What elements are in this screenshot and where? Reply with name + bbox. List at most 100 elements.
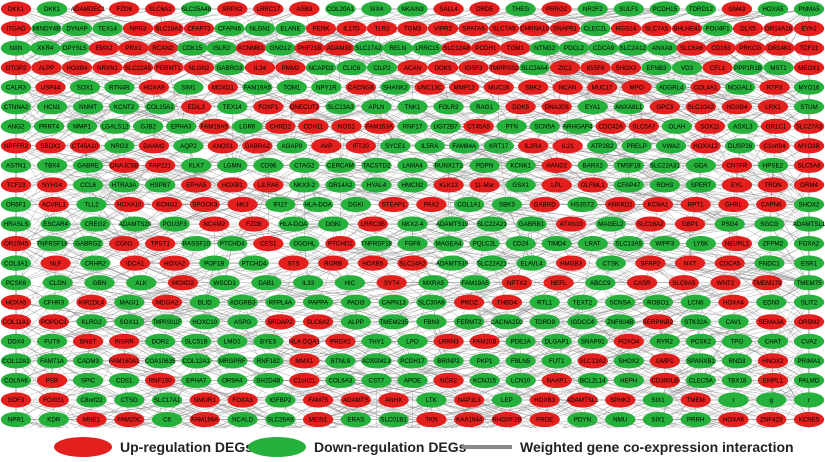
gene-node-down: THY1 (361, 333, 392, 349)
gene-node-down: MINDY4B (31, 20, 62, 37)
gene-node-down: PRRH (680, 411, 711, 428)
gene-node-label: NAAP1 (547, 378, 568, 385)
gene-node-ellipse (114, 411, 145, 428)
gene-node-ellipse (99, 118, 131, 134)
gene-node-label: USP44 (41, 84, 61, 91)
gene-node-label: GABRE (77, 163, 99, 170)
gene-node-label: KCNMB1 (238, 45, 264, 52)
gene-node-down: GNG12 (265, 40, 296, 56)
gene-node-label: THEG (512, 6, 529, 13)
gene-node-label: CASR (633, 280, 651, 287)
gene-node-up: HOXA10 (114, 196, 145, 213)
gene-node-down: UGT2B7 (430, 118, 461, 134)
gene-node-down: ERAS (340, 411, 372, 428)
gene-node-ellipse (366, 20, 398, 37)
gene-node-ellipse (0, 157, 32, 173)
gene-node-label: TLR2 (374, 26, 390, 33)
gene-node-label: NR2F2 (583, 6, 603, 13)
gene-node-label: STUM (800, 104, 818, 111)
gene-node-ellipse (641, 60, 672, 76)
gene-node-down: SOX11 (114, 314, 145, 330)
gene-node-label: EPHA3 (171, 123, 192, 130)
gene-node-up: C1orf94 (759, 138, 790, 154)
gene-node-label: COL12A1 (2, 358, 30, 365)
gene-node-ellipse (183, 60, 215, 76)
gene-node-ellipse (756, 314, 787, 330)
gene-node-down: NCAPD2 (305, 60, 337, 76)
gene-node-label: RTL1 (537, 299, 553, 306)
gene-node-down: FGF6 (397, 236, 428, 252)
gene-node-ellipse (685, 177, 717, 193)
gene-node-ellipse (595, 216, 626, 232)
gene-node-label: WNT2 (717, 280, 735, 287)
gene-node-label: HSPB7 (150, 182, 171, 189)
gene-node-up: KIR2DL4 (76, 294, 107, 310)
gene-node-ellipse (577, 99, 608, 115)
gene-node-up: CHRNA10 (519, 20, 550, 37)
gene-node-label: AC092042.3 (362, 358, 391, 365)
gene-node-label: SLC13A5 (616, 241, 643, 248)
gene-node-label: KLK7 (189, 163, 205, 170)
gene-node-up: BNBT (72, 333, 104, 349)
gene-node-down: DUSP26 (724, 138, 756, 154)
gene-node-label: SIM1 (181, 84, 196, 91)
gene-node-label: MAGEA4 (436, 241, 462, 248)
gene-node-up: SOX11 (694, 118, 726, 134)
gene-node-ellipse (276, 79, 308, 95)
gene-node-ellipse (642, 314, 674, 330)
gene-node-label: NPY1R (316, 84, 337, 91)
gene-node-ellipse (710, 275, 741, 291)
gene-node-up: FZD8 (238, 216, 270, 232)
gene-node-up: SLC6A2 (302, 314, 334, 330)
gene-node-label: PCSK6 (6, 280, 27, 287)
gene-node-ellipse (265, 40, 296, 56)
gene-node-up: DAAM2 (138, 138, 170, 154)
gene-node-label: CAPN6 (761, 202, 782, 209)
gene-node-up: GHRL (718, 196, 749, 213)
gene-node-down: SLC51B (181, 333, 212, 349)
gene-node-up: SLC7A5 (641, 20, 672, 37)
gene-node-down: AC092042.3 (361, 353, 392, 369)
gene-node-up: NPTX2 (501, 275, 533, 291)
gene-node-label: SPATA6 (462, 26, 485, 33)
gene-node-ellipse (483, 138, 514, 154)
gene-node-label: HCN1 (44, 104, 61, 111)
gene-node-ellipse (119, 255, 151, 271)
gene-node-down: STK32A (680, 314, 711, 330)
gene-node-label: SLC30A8 (418, 299, 445, 306)
gene-node-ellipse (361, 372, 392, 389)
gene-node-label: PCDH17 (400, 358, 425, 365)
gene-node-ellipse (793, 333, 825, 349)
gene-node-ellipse (754, 255, 785, 271)
gene-node-ellipse (397, 236, 428, 252)
gene-node-ellipse (311, 79, 342, 95)
gene-node-label: PRDE (536, 417, 553, 424)
gene-node-up: OR5M2 (793, 314, 825, 330)
gene-node-ellipse (76, 196, 107, 213)
gene-node-up: PAX2 (416, 196, 447, 213)
gene-node-label: DOK5 (512, 104, 529, 111)
gene-node-ellipse (80, 255, 111, 271)
gene-node-label: NPFFR2 (4, 143, 29, 150)
gene-node-label: FZD8 (246, 221, 262, 228)
gene-node-label: ALPP (348, 319, 364, 326)
gene-node-label: LPO (406, 338, 419, 345)
gene-node-ellipse (793, 294, 825, 310)
gene-node-label: CD300LB (651, 378, 678, 385)
gene-node-up: LRRN3 (433, 333, 464, 349)
gene-node-label: HOXA6 (723, 417, 745, 424)
gene-node-ellipse (177, 40, 208, 56)
gene-node-ellipse (577, 157, 608, 173)
gene-node-down: PSG4 (714, 216, 745, 232)
gene-node-label: DGKI (348, 202, 363, 209)
gene-node-label: FAM19A5 (201, 123, 229, 130)
gene-node-label: COA10635 (145, 358, 176, 365)
gene-node-up: TMPRSS2 (488, 60, 520, 76)
gene-node-down: DYNAP (61, 20, 93, 37)
gene-node-down: NKX3-2 (289, 177, 320, 193)
gene-node-down: SIX4 (361, 1, 392, 17)
gene-node-ellipse (302, 411, 334, 428)
gene-node-label: SPHK2 (610, 397, 631, 404)
gene-node-up: KCNG2 (151, 196, 183, 213)
gene-node-ellipse (649, 353, 681, 369)
